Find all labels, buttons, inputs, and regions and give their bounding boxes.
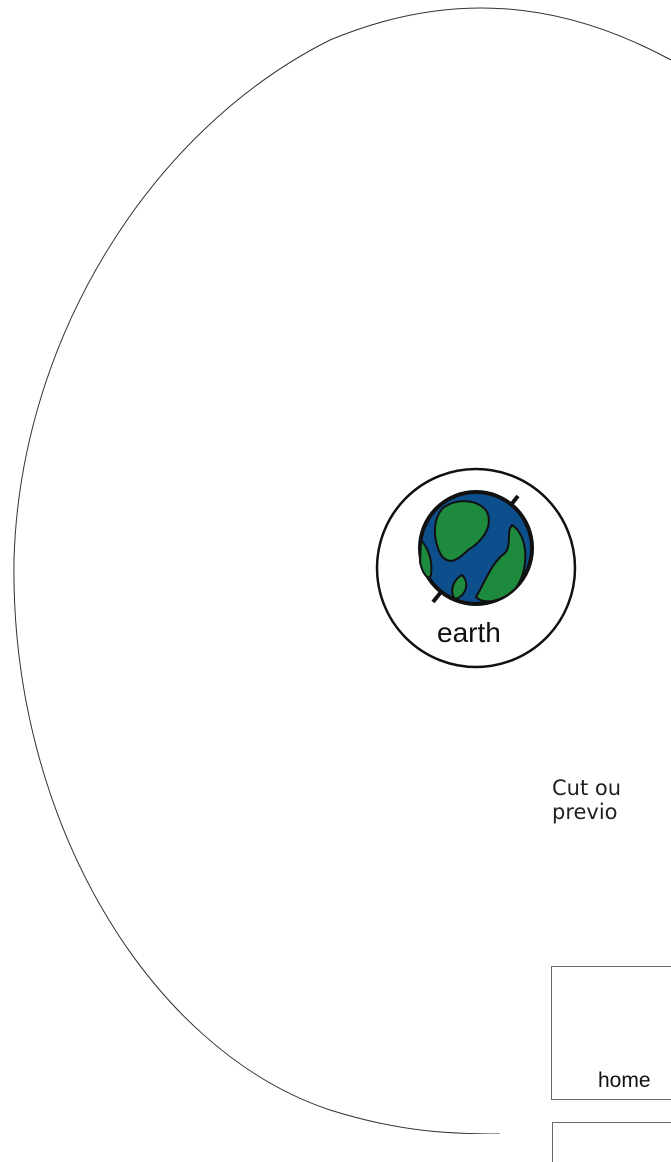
orbit-ellipse	[13, 7, 671, 1134]
orbit-diagram	[13, 7, 671, 1134]
planet-label: earth	[437, 617, 501, 648]
picture-card-next[interactable]	[552, 1122, 671, 1162]
picture-card-home[interactable]: home	[551, 966, 671, 1100]
instruction-line-2: previo	[552, 800, 618, 824]
earth-icon	[418, 490, 534, 606]
instruction-line-1: Cut ou	[552, 776, 622, 800]
instruction-text: Cut ou previo	[552, 776, 671, 824]
card-label: home	[598, 1069, 651, 1092]
